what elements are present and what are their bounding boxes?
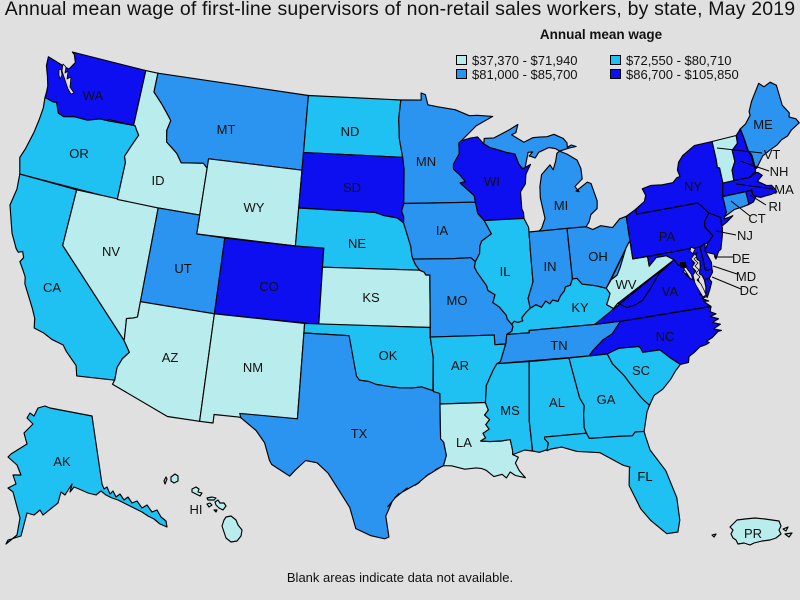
svg-text:NE: NE: [348, 236, 366, 251]
svg-text:TN: TN: [550, 338, 567, 353]
svg-text:IN: IN: [544, 259, 557, 274]
svg-text:NJ: NJ: [737, 228, 753, 243]
svg-text:NH: NH: [770, 164, 789, 179]
svg-text:SD: SD: [343, 180, 361, 195]
svg-text:GA: GA: [597, 392, 616, 407]
svg-text:RI: RI: [769, 199, 782, 214]
svg-text:AZ: AZ: [162, 350, 179, 365]
svg-text:NM: NM: [243, 360, 263, 375]
svg-text:ME: ME: [753, 117, 773, 132]
svg-text:WV: WV: [616, 277, 637, 292]
svg-text:IL: IL: [500, 264, 511, 279]
svg-text:ID: ID: [152, 173, 165, 188]
svg-text:AL: AL: [549, 395, 565, 410]
svg-text:VT: VT: [764, 147, 781, 162]
svg-text:CA: CA: [43, 280, 61, 295]
svg-text:ND: ND: [341, 124, 360, 139]
svg-text:IA: IA: [436, 223, 449, 238]
svg-text:NY: NY: [684, 179, 702, 194]
svg-text:MS: MS: [500, 403, 520, 418]
svg-text:SC: SC: [632, 363, 650, 378]
svg-text:MN: MN: [416, 154, 436, 169]
svg-text:AR: AR: [451, 358, 469, 373]
svg-text:OR: OR: [69, 146, 89, 161]
svg-text:NC: NC: [656, 329, 675, 344]
svg-text:PA: PA: [659, 229, 676, 244]
svg-text:FL: FL: [637, 469, 652, 484]
svg-text:MD: MD: [736, 269, 756, 284]
svg-text:UT: UT: [174, 261, 191, 276]
svg-text:TX: TX: [351, 426, 368, 441]
svg-text:OH: OH: [588, 249, 608, 264]
svg-text:DE: DE: [732, 251, 750, 266]
svg-text:MT: MT: [217, 122, 236, 137]
svg-text:AK: AK: [53, 454, 71, 469]
svg-text:LA: LA: [456, 435, 472, 450]
svg-text:DC: DC: [740, 283, 759, 298]
svg-text:NV: NV: [102, 244, 120, 259]
svg-text:WY: WY: [244, 200, 265, 215]
svg-text:KY: KY: [571, 300, 589, 315]
svg-text:MA: MA: [774, 182, 794, 197]
svg-text:CO: CO: [259, 279, 279, 294]
svg-text:VA: VA: [662, 284, 679, 299]
svg-text:MI: MI: [554, 198, 568, 213]
svg-text:HI: HI: [190, 502, 203, 517]
svg-text:CT: CT: [748, 211, 765, 226]
svg-text:WI: WI: [484, 174, 500, 189]
svg-text:MO: MO: [447, 293, 468, 308]
svg-text:PR: PR: [744, 526, 762, 541]
svg-text:WA: WA: [83, 88, 104, 103]
svg-text:KS: KS: [362, 290, 380, 305]
svg-text:OK: OK: [379, 348, 398, 363]
